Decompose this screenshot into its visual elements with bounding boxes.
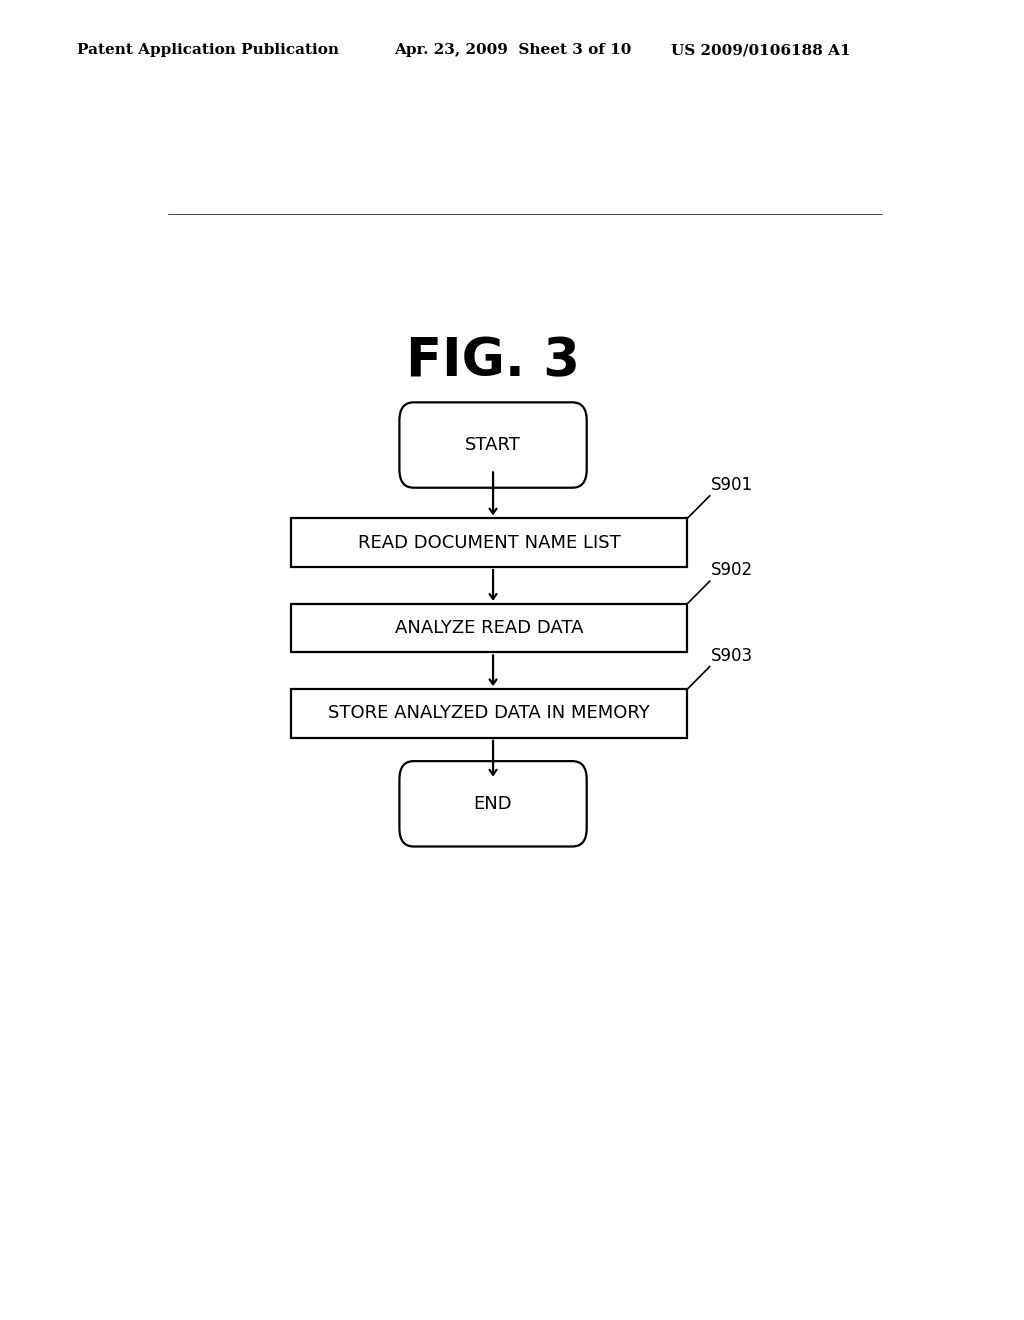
Text: Patent Application Publication: Patent Application Publication <box>77 44 339 57</box>
Text: READ DOCUMENT NAME LIST: READ DOCUMENT NAME LIST <box>357 533 621 552</box>
Text: START: START <box>465 436 521 454</box>
Text: US 2009/0106188 A1: US 2009/0106188 A1 <box>671 44 850 57</box>
FancyBboxPatch shape <box>399 762 587 846</box>
Text: S902: S902 <box>712 561 754 579</box>
Bar <box>291 519 687 568</box>
Text: S903: S903 <box>712 647 754 664</box>
Text: END: END <box>474 795 512 813</box>
FancyBboxPatch shape <box>399 403 587 487</box>
Text: FIG. 3: FIG. 3 <box>407 335 580 388</box>
Bar <box>291 689 687 738</box>
Text: Apr. 23, 2009  Sheet 3 of 10: Apr. 23, 2009 Sheet 3 of 10 <box>394 44 632 57</box>
Text: ANALYZE READ DATA: ANALYZE READ DATA <box>395 619 584 638</box>
Bar <box>291 603 687 652</box>
Text: S901: S901 <box>712 475 754 494</box>
Text: STORE ANALYZED DATA IN MEMORY: STORE ANALYZED DATA IN MEMORY <box>329 705 650 722</box>
